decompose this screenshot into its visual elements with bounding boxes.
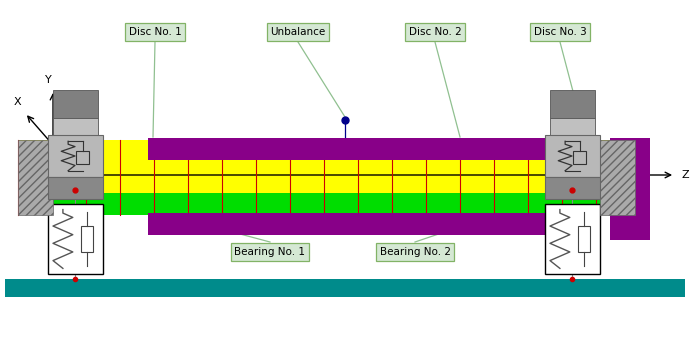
Bar xyxy=(549,90,595,118)
Text: Bearing No. 1: Bearing No. 1 xyxy=(235,247,306,257)
Bar xyxy=(578,226,590,252)
Bar xyxy=(544,135,600,177)
Bar xyxy=(148,138,548,160)
Bar xyxy=(52,90,97,118)
Bar xyxy=(18,140,53,215)
Bar xyxy=(18,160,645,215)
Bar xyxy=(48,204,103,274)
Bar xyxy=(573,151,586,165)
Text: Unbalance: Unbalance xyxy=(270,27,326,37)
Bar xyxy=(52,118,97,140)
Bar xyxy=(148,213,548,235)
Bar xyxy=(48,177,103,199)
Bar xyxy=(5,279,685,297)
Bar xyxy=(544,204,600,274)
Bar xyxy=(600,140,635,215)
Text: X: X xyxy=(13,97,21,107)
Bar xyxy=(48,135,103,177)
Text: Disc No. 2: Disc No. 2 xyxy=(408,27,462,37)
Bar xyxy=(549,118,595,140)
Text: Bearing No. 2: Bearing No. 2 xyxy=(380,247,451,257)
Bar xyxy=(610,138,650,240)
Text: Y: Y xyxy=(45,75,51,85)
Text: Z: Z xyxy=(682,170,689,180)
Bar xyxy=(18,140,630,193)
Text: Disc No. 3: Disc No. 3 xyxy=(533,27,586,37)
Bar xyxy=(544,177,600,199)
Bar xyxy=(77,151,89,165)
Bar xyxy=(81,226,93,252)
Text: Disc No. 1: Disc No. 1 xyxy=(128,27,181,37)
